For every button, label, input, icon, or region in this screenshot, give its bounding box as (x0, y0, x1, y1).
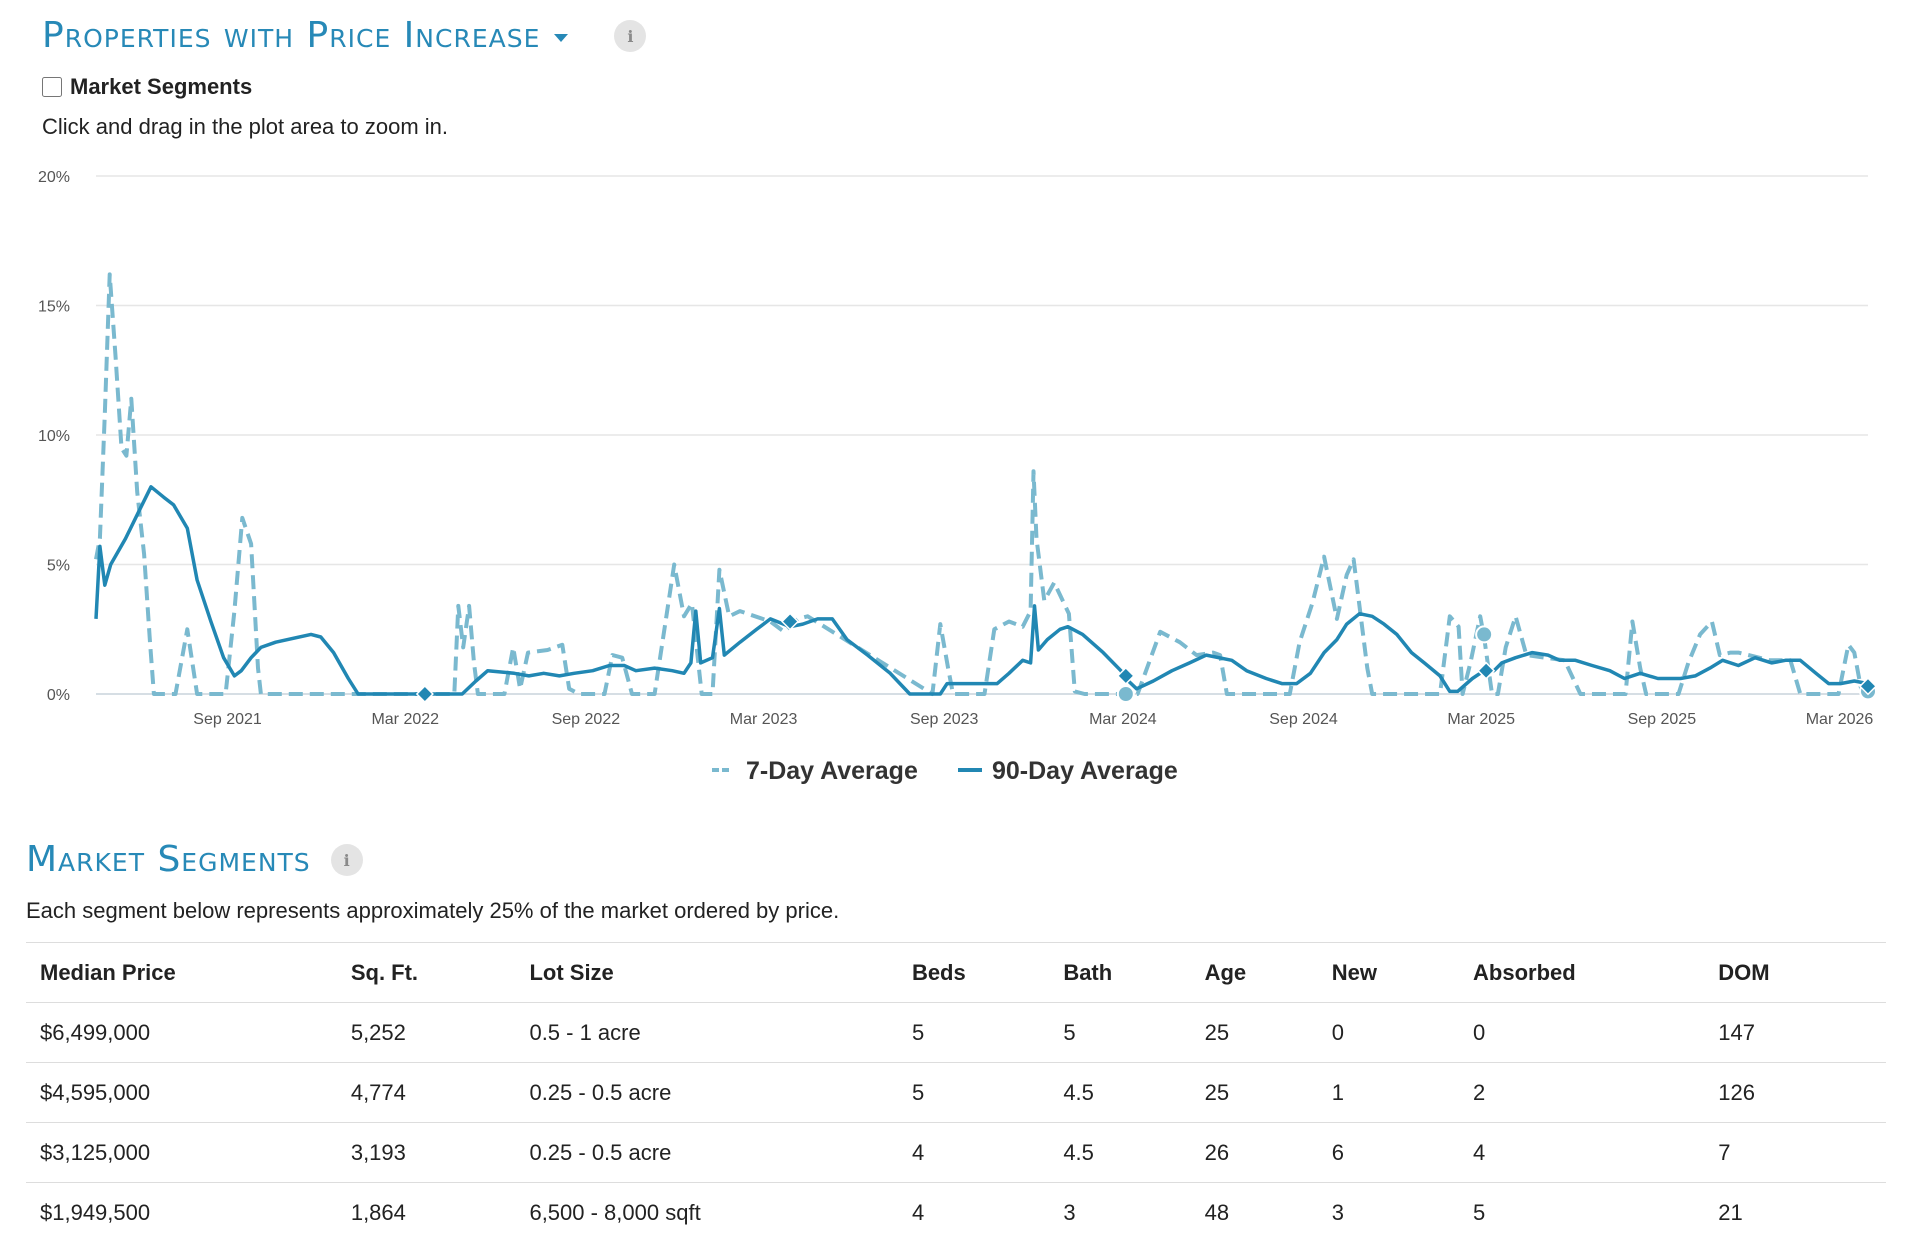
x-tick-label: Mar 2022 (371, 711, 439, 728)
table-cell: 4 (1459, 1122, 1705, 1183)
table-cell: 6 (1317, 1122, 1460, 1183)
y-tick-label: 10% (38, 428, 70, 445)
table-cell: 0.25 - 0.5 acre (515, 1122, 898, 1183)
table-cell: 5,252 (336, 1002, 516, 1063)
page-title: Properties with Price Increase (42, 15, 541, 56)
table-cell: 0.5 - 1 acre (515, 1002, 898, 1063)
market-segments-label: Market Segments (70, 74, 253, 99)
table-cell: 4.5 (1049, 1122, 1191, 1183)
market-segments-toggle[interactable]: Market Segments (42, 74, 252, 100)
price-increase-chart[interactable]: 20% 15% 10% 5% 0% Sep 2021 Mar 2022 Sep 2022 Ma… (0, 160, 1920, 800)
table-cell: 21 (1718, 1199, 1743, 1225)
column-header: Median Price (26, 942, 337, 1003)
legend-item-90day[interactable]: 90-Day Average (958, 757, 1178, 785)
info-icon[interactable]: i (330, 844, 363, 876)
table-cell: 4 (911, 1199, 925, 1225)
table-row: $3,125,000 3,193 0.25 - 0.5 acre 4 4.5 26 6 4 7 (26, 1122, 1886, 1183)
column-header: New (1317, 942, 1460, 1003)
table-cell: 48 (1204, 1199, 1230, 1225)
market-segments-table: Median Price Sq. Ft. Lot Size Beds Bath Age Ne… (26, 942, 1886, 1243)
column-header: Bath (1049, 942, 1191, 1003)
column-header: Age (1190, 942, 1318, 1003)
legend-label-7day: 7-Day Average (746, 757, 918, 785)
market-segments-header: Market Segments i (26, 838, 363, 882)
table-cell: 5 (1049, 1002, 1191, 1063)
legend-item-7day[interactable]: 7-Day Average (712, 757, 918, 785)
table-cell: 3,193 (336, 1122, 516, 1183)
table-cell: 5 (897, 1002, 1050, 1063)
x-tick-label: Mar 2026 (1806, 711, 1874, 728)
chart-gridlines (96, 175, 1868, 695)
table-cell: 0 (1317, 1002, 1460, 1063)
y-axis-ticks: 20% 15% 10% 5% 0% (38, 169, 70, 704)
x-tick-label: Sep 2025 (1628, 711, 1697, 728)
point-marker-90day[interactable] (1858, 677, 1878, 696)
point-marker-7day[interactable] (1116, 685, 1135, 703)
table-cell: 1 (1317, 1062, 1460, 1123)
column-header: DOM (1704, 942, 1886, 1003)
table-cell: $1,949,500 (40, 1199, 151, 1225)
table-cell: $6,499,000 (26, 1002, 337, 1063)
table-cell: 0 (1459, 1002, 1705, 1063)
column-header: Sq. Ft. (336, 942, 516, 1003)
table-cell: 25 (1190, 1002, 1318, 1063)
y-tick-label: 20% (38, 169, 70, 186)
point-marker-90day[interactable] (781, 612, 800, 631)
point-marker-90day[interactable] (1116, 666, 1135, 685)
market-segments-subtitle: Each segment below represents approximat… (26, 898, 840, 923)
info-icon[interactable]: i (614, 20, 647, 52)
table-cell: $4,595,000 (26, 1062, 337, 1123)
table-cell: 126 (1704, 1062, 1886, 1123)
table-cell: 3 (1331, 1199, 1344, 1225)
table-cell: 2 (1459, 1062, 1705, 1123)
x-axis-ticks: Sep 2021 Mar 2022 Sep 2022 Mar 2023 Sep 2023… (193, 711, 1873, 728)
x-tick-label: Mar 2024 (1089, 711, 1157, 728)
table-cell: 4.5 (1049, 1062, 1191, 1123)
x-tick-label: Sep 2024 (1269, 711, 1338, 728)
column-header: Absorbed (1459, 942, 1705, 1003)
table-cell: 1,864 (350, 1199, 406, 1225)
table-cell: 5 (897, 1062, 1050, 1123)
table-row: $6,499,000 5,252 0.5 - 1 acre 5 5 25 0 0 147 (26, 1002, 1886, 1063)
table-cell: 4 (897, 1122, 1050, 1183)
table-cell: 147 (1704, 1002, 1886, 1063)
x-tick-label: Sep 2023 (910, 711, 979, 728)
point-marker-90day[interactable] (1477, 661, 1496, 680)
y-tick-label: 0% (47, 687, 70, 704)
y-tick-label: 15% (38, 299, 70, 316)
table-row: $4,595,000 4,774 0.25 - 0.5 acre 5 4.5 25 1 2 12… (26, 1062, 1886, 1123)
table-cell: 25 (1190, 1062, 1318, 1123)
table-cell: 6,500 - 8,000 sqft (529, 1199, 701, 1225)
chevron-down-icon[interactable] (554, 34, 569, 42)
column-header: Beds (897, 942, 1050, 1003)
table-cell: 4,774 (336, 1062, 516, 1123)
table-cell: 5 (1473, 1199, 1486, 1225)
series-line-7day (94, 272, 1869, 696)
table-cell: 7 (1704, 1122, 1886, 1183)
table-cell: 26 (1190, 1122, 1318, 1183)
market-segments-checkbox[interactable] (42, 77, 62, 97)
series-line-90day (94, 485, 1869, 696)
x-tick-label: Mar 2025 (1447, 711, 1515, 728)
table-cell: 3 (1063, 1199, 1076, 1225)
price-increase-header: Properties with Price Increase i (42, 14, 647, 58)
zoom-hint: Click and drag in the plot area to zoom … (42, 114, 449, 139)
table-header-row: Median Price Sq. Ft. Lot Size Beds Bath Age Ne… (26, 942, 1886, 1003)
market-segments-title: Market Segments (26, 839, 311, 880)
x-tick-label: Mar 2023 (730, 711, 798, 728)
x-tick-label: Sep 2021 (193, 711, 262, 728)
column-header: Lot Size (515, 942, 898, 1003)
x-tick-label: Sep 2022 (552, 711, 621, 728)
point-marker-90day[interactable] (415, 684, 434, 704)
y-tick-label: 5% (47, 558, 70, 575)
table-cell: $3,125,000 (26, 1122, 337, 1183)
legend-label-90day: 90-Day Average (992, 757, 1178, 785)
chart-series (94, 272, 1878, 704)
chart-legend[interactable]: 7-Day Average 90-Day Average (712, 757, 1178, 785)
table-row: $1,949,500 1,864 6,500 - 8,000 sqft 4 3 48 3 5 2… (26, 1183, 1886, 1243)
point-marker-7day[interactable] (1475, 625, 1494, 644)
table-cell: 0.25 - 0.5 acre (515, 1062, 898, 1123)
